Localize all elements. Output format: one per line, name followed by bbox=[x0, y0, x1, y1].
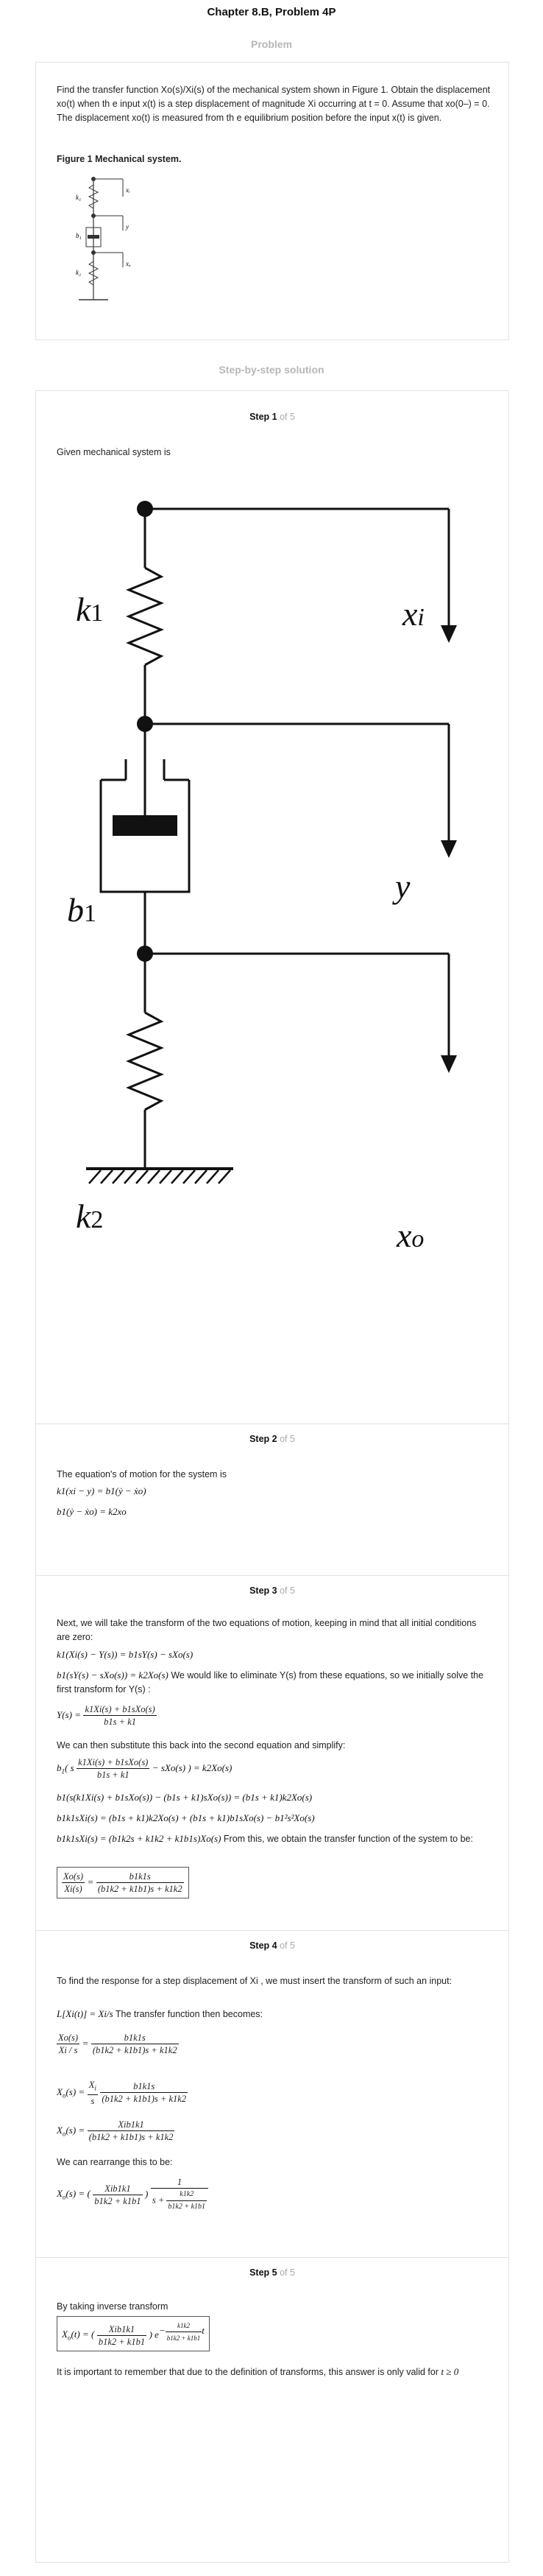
step4-eqA: Xo(s) Xi / s = b1k1s (b1k2 + k1b1)s + k1k2 bbox=[57, 2033, 179, 2055]
step5-text2-line: It is important to remember that due to … bbox=[57, 2365, 491, 2379]
problem-heading: Problem bbox=[250, 38, 292, 50]
svg-text:k₂: k₂ bbox=[76, 269, 81, 276]
step3-label: Step 3 bbox=[249, 1586, 277, 1596]
step3-text2: We would like to eliminate Y(s) from the… bbox=[57, 1670, 484, 1695]
step3-eq3-lhs: Y(s) = bbox=[57, 1708, 81, 1720]
page-title: Chapter 8.B, Problem 4P bbox=[207, 6, 336, 18]
step3-text1: Next, we will take the transform of the … bbox=[57, 1618, 477, 1642]
spring-k2 bbox=[126, 1011, 164, 1111]
step4-total: of 5 bbox=[280, 1940, 295, 1951]
step3-eq1: k1(Xi(s) − Y(s)) = b1sY(s) − sXo(s) bbox=[57, 1649, 194, 1660]
step2-eq1: k1(xi − y) = b1(ẏ − ẋo) bbox=[57, 1485, 146, 1496]
spring-k1 bbox=[126, 566, 164, 666]
label-k1: k1 bbox=[76, 591, 104, 628]
step4-eqC: Xo(s) = Xib1k1 (b1k2 + k1b1)s + k1k2 bbox=[57, 2119, 175, 2142]
step1-text: Given mechanical system is bbox=[57, 447, 171, 457]
step3-eq4-rhs: − sXo(s) ) = k2Xo(s) bbox=[152, 1762, 233, 1773]
step2-total: of 5 bbox=[280, 1434, 295, 1444]
figure-thumbnail: k₁ b₁ k₂ xᵢ y xₒ bbox=[76, 177, 131, 300]
step4-eq1: L[Xi(t)] = Xi/s bbox=[57, 2008, 113, 2019]
step3-eq3: Y(s) = k1Xi(s) + b1sXo(s) b1s + k1 bbox=[57, 1703, 157, 1728]
step3-text3: We can then substitute this back into th… bbox=[57, 1740, 346, 1750]
step3-transfer-function: Xo(s) Xi(s) = b1k1s (b1k2 + k1b1)s + k1k2 bbox=[57, 1867, 189, 1898]
svg-text:k₁: k₁ bbox=[76, 194, 81, 201]
step5-text2: It is important to remember that due to … bbox=[57, 2367, 439, 2377]
solution-heading: Step-by-step solution bbox=[219, 364, 324, 376]
step5-condition: t ≥ 0 bbox=[441, 2366, 459, 2377]
svg-text:xᵢ: xᵢ bbox=[125, 186, 130, 194]
step3-eq6: b1k1sXi(s) = (b1s + k1)k2Xo(s) + (b1s + … bbox=[57, 1812, 315, 1823]
step5-total: of 5 bbox=[280, 2267, 295, 2278]
step5-result: Xo(t) = ( Xib1k1 b1k2 + k1b1 ) e− k1k2 b1k2… bbox=[57, 2316, 210, 2351]
label-k2: k2 bbox=[76, 1197, 104, 1235]
step4-eq1-line: L[Xi(t)] = Xi/s The transfer function th… bbox=[57, 2007, 491, 2021]
solution-card: Step 1 of 5 Given mechanical system is bbox=[35, 390, 509, 2563]
step-divider bbox=[36, 2257, 508, 2258]
step5-label: Step 5 bbox=[249, 2267, 277, 2278]
step2-eq2: b1(ẏ − ẋo) = k2xo bbox=[57, 1506, 127, 1517]
figure-caption: Figure 1 Mechanical system. bbox=[57, 154, 182, 164]
step3-eq4: b1( s k1Xi(s) + b1sXo(s) b1s + k1 − sXo(s… bbox=[57, 1757, 233, 1780]
step2-title: Step 2 of 5 bbox=[36, 1434, 508, 1444]
step1-total: of 5 bbox=[280, 412, 295, 422]
step1-label: Step 1 bbox=[249, 412, 277, 422]
step3-eq7: b1k1sXi(s) = (b1k2s + k1k2 + k1b1s)Xo(s) bbox=[57, 1833, 221, 1844]
step3-total: of 5 bbox=[280, 1586, 295, 1596]
label-xi: xi bbox=[402, 595, 425, 633]
step4-eqB: Xo(s) = Xi s b1k1s (b1k2 + k1b1)s + k1k2 bbox=[57, 2080, 188, 2106]
label-b1: b1 bbox=[67, 891, 96, 929]
y-arrow bbox=[441, 840, 457, 858]
step5-title: Step 5 of 5 bbox=[36, 2267, 508, 2278]
svg-text:y: y bbox=[125, 223, 129, 230]
step5-text1: By taking inverse transform bbox=[57, 2301, 168, 2312]
step3-eq7-line: b1k1sXi(s) = (b1k2s + k1k2 + k1b1s)Xo(s)… bbox=[57, 1831, 491, 1846]
step3-text4: From this, we obtain the transfer functi… bbox=[221, 1834, 473, 1844]
step3-eq2-line: b1(sY(s) − sXo(s)) = k2Xo(s) We would li… bbox=[57, 1668, 491, 1697]
label-xo: xo bbox=[397, 1217, 425, 1254]
step3-title: Step 3 of 5 bbox=[36, 1586, 508, 1596]
step1-title: Step 1 of 5 bbox=[36, 412, 508, 422]
problem-text: Find the transfer function Xo(s)/Xi(s) o… bbox=[57, 85, 491, 123]
step4-label: Step 4 bbox=[249, 1940, 277, 1951]
label-y: y bbox=[395, 868, 411, 905]
step4-text3: We can rearrange this to be: bbox=[57, 2157, 173, 2167]
step4-title: Step 4 of 5 bbox=[36, 1940, 508, 1951]
svg-text:xₒ: xₒ bbox=[125, 260, 131, 267]
step-divider bbox=[36, 1930, 508, 1931]
step3-eq4-frac: k1Xi(s) + b1sXo(s) b1s + k1 bbox=[77, 1757, 150, 1780]
step4-text2: The transfer function then becomes: bbox=[113, 2009, 263, 2019]
step2-label: Step 2 bbox=[249, 1434, 277, 1444]
step3-eq2: b1(sY(s) − sXo(s)) = k2Xo(s) bbox=[57, 1669, 168, 1681]
problem-card: Find the transfer function Xo(s)/Xi(s) o… bbox=[35, 62, 509, 340]
xo-arrow bbox=[441, 1055, 457, 1073]
mechanical-system-diagram bbox=[86, 501, 457, 1184]
step4-text1: To find the response for a step displace… bbox=[57, 1976, 452, 1986]
step3-eq5: b1(s(k1Xi(s) + b1sXo(s)) − (b1s + k1)sXo… bbox=[57, 1792, 313, 1803]
step3-eq3-frac: k1Xi(s) + b1sXo(s) b1s + k1 bbox=[83, 1704, 157, 1727]
xi-arrow bbox=[441, 625, 457, 643]
step-divider bbox=[36, 1575, 508, 1576]
step2-text: The equation's of motion for the system … bbox=[57, 1469, 227, 1479]
svg-text:b₁: b₁ bbox=[76, 232, 82, 239]
